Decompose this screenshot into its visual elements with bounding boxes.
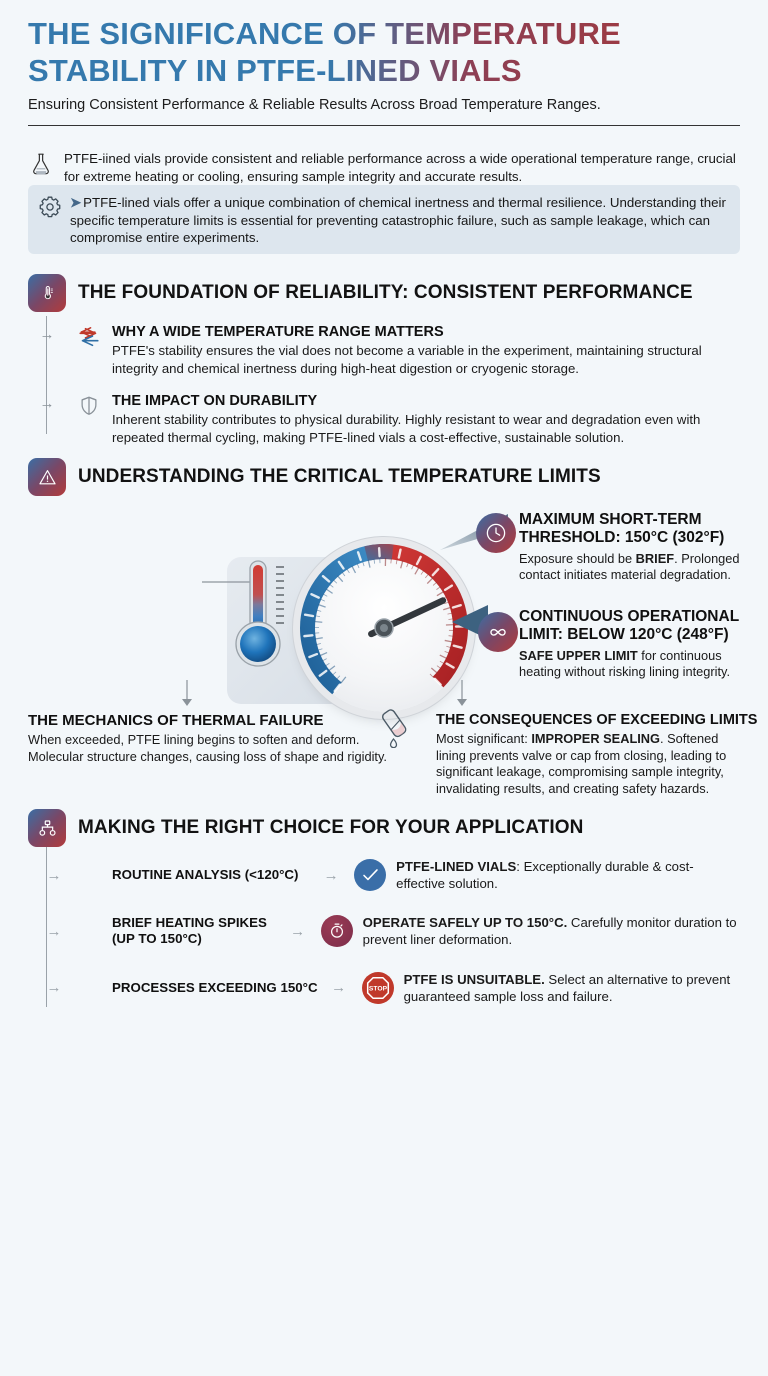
- svg-text:STOP: STOP: [369, 985, 388, 992]
